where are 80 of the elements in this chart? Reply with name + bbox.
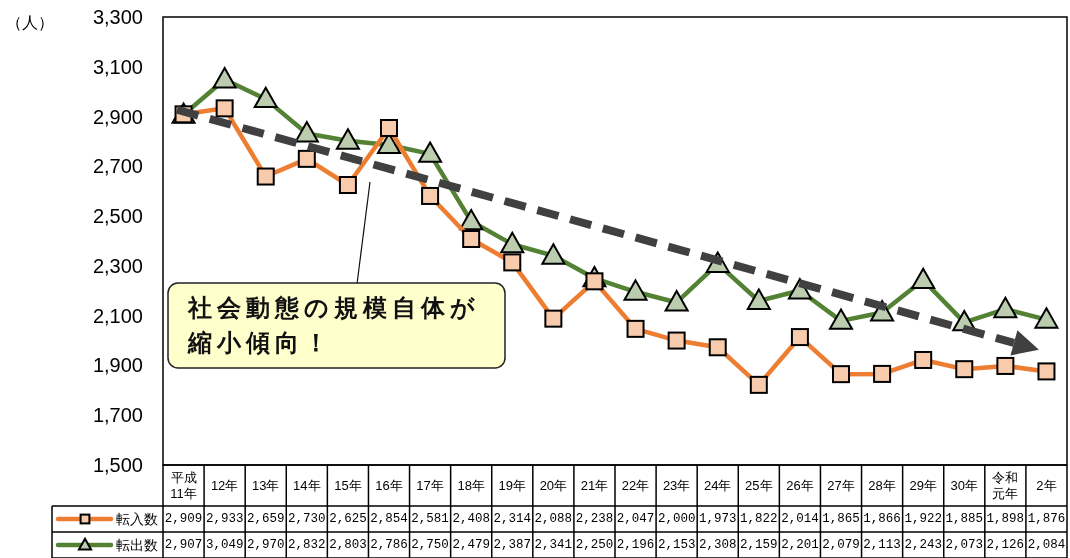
data-label: 2,907 xyxy=(164,538,203,552)
y-tick-label: 2,900 xyxy=(92,105,143,128)
x-tick-label: 30年 xyxy=(950,478,979,493)
data-label: 2,909 xyxy=(164,512,203,526)
data-label: 2,047 xyxy=(616,512,655,526)
data-label: 1,898 xyxy=(986,512,1025,526)
x-tick-label: 19年 xyxy=(498,478,527,493)
data-label: 2,196 xyxy=(616,538,655,552)
data-label: 1,876 xyxy=(1027,512,1066,526)
y-tick-label: 2,300 xyxy=(92,254,143,277)
data-label: 2,153 xyxy=(657,538,696,552)
data-label: 2,250 xyxy=(575,538,614,552)
x-tick-label: 23年 xyxy=(662,478,691,493)
data-label: 2,933 xyxy=(205,512,244,526)
data-label: 1,822 xyxy=(740,512,778,526)
x-tick-label: 平成11年 xyxy=(170,470,197,501)
data-label: 2,479 xyxy=(452,538,490,552)
y-axis-title: （人） xyxy=(6,13,54,31)
x-tick-label: 26年 xyxy=(786,478,814,493)
x-tick-label: 14年 xyxy=(293,478,321,493)
data-label: 2,126 xyxy=(986,538,1025,552)
data-label: 2,073 xyxy=(945,538,984,552)
data-label: 2,201 xyxy=(781,538,819,552)
data-label: 2,014 xyxy=(781,512,819,526)
y-tick-label: 2,500 xyxy=(92,205,143,228)
data-label: 2,803 xyxy=(329,538,367,552)
y-tick-label: 3,100 xyxy=(92,55,143,78)
x-tick-label: 21年 xyxy=(580,478,609,493)
data-label: 2,786 xyxy=(370,538,408,552)
data-label: 1,922 xyxy=(904,512,942,526)
x-tick-label: 16年 xyxy=(375,478,403,493)
legend-label: 転入数 xyxy=(116,511,158,527)
x-tick-label: 28年 xyxy=(868,478,896,493)
data-label: 2,581 xyxy=(411,512,449,526)
data-label: 1,866 xyxy=(863,512,901,526)
x-tick-label: 25年 xyxy=(745,478,773,493)
x-tick-label: 20年 xyxy=(539,478,568,493)
y-tick-label: 3,300 xyxy=(92,6,143,28)
data-label: 2,341 xyxy=(534,538,573,552)
data-label: 2,408 xyxy=(452,512,490,526)
data-label: 2,159 xyxy=(740,538,778,552)
data-label: 1,865 xyxy=(822,512,860,526)
data-label: 2,970 xyxy=(246,538,285,552)
data-label: 2,314 xyxy=(493,512,532,526)
x-tick-label: 27年 xyxy=(827,478,855,493)
y-tick-label: 1,700 xyxy=(92,404,143,427)
data-label: 2,238 xyxy=(575,512,614,526)
data-label: 2,387 xyxy=(493,538,532,552)
y-tick-label: 2,100 xyxy=(92,304,143,327)
data-label: 2,832 xyxy=(288,538,326,552)
x-tick-label: 13年 xyxy=(251,478,280,493)
data-label: 2,088 xyxy=(534,512,573,526)
data-label: 2,854 xyxy=(370,512,408,526)
data-label: 2,113 xyxy=(863,538,901,552)
y-tick-label: 1,500 xyxy=(92,454,143,476)
data-label: 2,000 xyxy=(657,512,696,526)
x-tick-label: 15年 xyxy=(334,478,362,493)
data-label: 2,625 xyxy=(329,512,367,526)
x-tick-label: 2年 xyxy=(1036,478,1057,493)
data-label: 2,659 xyxy=(246,512,285,526)
data-label: 1,885 xyxy=(945,512,984,526)
x-tick-label: 17年 xyxy=(416,478,444,493)
data-label: 1,973 xyxy=(698,512,737,526)
data-label: 3,049 xyxy=(205,538,244,552)
annotation: 社会動態の規模自体が縮小傾向！ xyxy=(187,293,480,356)
x-tick-label: 24年 xyxy=(703,478,732,493)
data-label: 2,084 xyxy=(1027,538,1066,552)
data-label: 2,308 xyxy=(698,538,737,552)
x-tick-label: 12年 xyxy=(210,478,239,493)
data-label: 2,079 xyxy=(822,538,860,552)
y-tick-label: 2,700 xyxy=(92,155,143,178)
legend-label: 転出数 xyxy=(116,537,158,553)
data-label: 2,750 xyxy=(411,538,449,552)
y-tick-label: 1,900 xyxy=(92,354,143,377)
x-tick-label: 29年 xyxy=(909,478,937,493)
data-label: 2,243 xyxy=(904,538,942,552)
x-tick-label: 令和元年 xyxy=(992,470,1019,501)
x-tick-label: 18年 xyxy=(457,478,485,493)
data-label: 2,730 xyxy=(288,512,326,526)
x-tick-label: 22年 xyxy=(621,478,650,493)
